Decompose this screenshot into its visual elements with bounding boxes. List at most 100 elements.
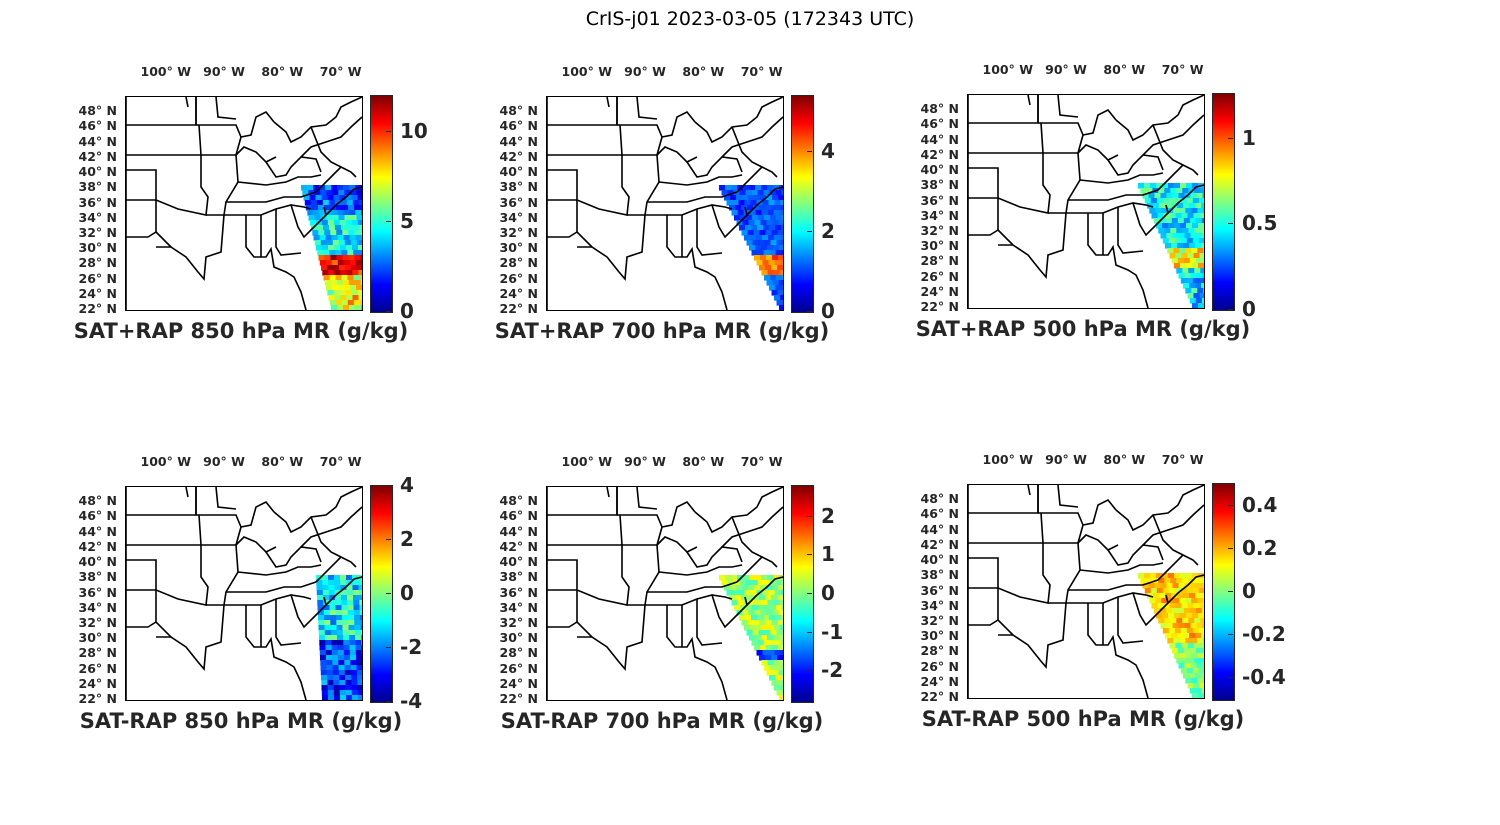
swath-cell <box>1183 258 1191 264</box>
swath-cell <box>774 590 782 596</box>
swath-cell <box>351 685 359 691</box>
swath-cell <box>319 650 327 656</box>
swath-cell <box>1150 198 1158 204</box>
swath-cell <box>1185 638 1192 644</box>
longitude-tick-label: 100° W <box>140 64 192 79</box>
swath-cell <box>1154 583 1162 589</box>
swath-cell <box>323 275 331 281</box>
swath-cell <box>356 660 362 666</box>
latitude-tick-label: 36° N <box>499 194 538 210</box>
swath-cell <box>354 620 361 626</box>
swath-cell <box>755 635 762 641</box>
swath-cell <box>328 270 335 276</box>
swath-cell <box>744 590 752 596</box>
swath-cell <box>347 275 355 281</box>
swath-cell <box>343 185 350 191</box>
swath-cell <box>313 235 321 241</box>
swath-cell <box>765 230 773 236</box>
boundary-line <box>694 487 783 534</box>
swath-cell <box>360 280 362 286</box>
swath-cell <box>1180 588 1188 594</box>
swath-cell <box>1182 658 1189 664</box>
swath-cell <box>773 245 780 251</box>
swath-cell <box>355 635 362 641</box>
swath-cell <box>763 640 771 646</box>
swath-cell <box>770 215 777 221</box>
swath-cell <box>333 685 341 691</box>
longitude-tick-label: 90° W <box>1045 62 1087 77</box>
swath-cell <box>781 285 783 291</box>
swath-cell <box>334 580 341 586</box>
boundary-line <box>126 589 171 638</box>
swath-cell <box>762 625 769 631</box>
latitude-tick-label: 40° N <box>78 164 117 180</box>
swath-cell <box>768 200 776 206</box>
longitude-tick-label: 80° W <box>1103 62 1146 77</box>
swath-cell <box>1183 673 1190 679</box>
swath-cell <box>1192 653 1199 659</box>
swath-cell <box>355 260 362 266</box>
swath-cell <box>354 630 362 636</box>
boundary-line <box>547 97 618 126</box>
boundary-line <box>1068 189 1159 201</box>
swath-cell <box>318 630 326 636</box>
swath-cell <box>767 575 774 581</box>
swath-cell <box>776 215 783 221</box>
swath-cell <box>1153 593 1160 599</box>
swath-cell <box>1194 268 1201 274</box>
latitude-tick-label: 42° N <box>78 538 117 554</box>
map-plot <box>967 94 1205 309</box>
swath-cell <box>1185 248 1192 254</box>
longitude-tick-label: 100° W <box>561 454 613 469</box>
colorbar-tick-label: 2 <box>400 527 414 551</box>
swath-cell <box>781 615 783 621</box>
swath-cell <box>747 205 754 211</box>
swath-cell <box>756 260 764 266</box>
swath-cell <box>1185 598 1192 604</box>
swath-cell <box>778 255 783 261</box>
swath-cell <box>330 625 338 631</box>
swath-cell <box>751 225 758 231</box>
swath-cell <box>781 250 783 256</box>
swath-cell <box>1174 263 1181 269</box>
swath-cell <box>350 655 357 661</box>
swath-cell <box>774 200 782 206</box>
swath-cell <box>1176 658 1183 664</box>
swath-cell <box>1169 603 1177 609</box>
latitude-tick-label: 24° N <box>78 285 117 301</box>
longitude-tick-label: 80° W <box>682 64 725 79</box>
boundary-line <box>666 605 728 700</box>
swath-cell <box>721 580 729 586</box>
colorbar-tick-mark <box>1228 223 1233 225</box>
boundary-line <box>968 485 1039 514</box>
swath-cell <box>1202 273 1204 279</box>
swath-cell <box>331 185 338 191</box>
swath-cell <box>1153 203 1160 209</box>
swath-cell <box>767 600 775 606</box>
colorbar-tick-mark <box>386 485 391 486</box>
swath-cell <box>348 625 356 631</box>
swath-cell <box>763 190 771 196</box>
swath-cell <box>741 620 749 626</box>
swath-cell <box>1203 678 1204 684</box>
swath-cell <box>1155 598 1162 604</box>
boundary-line <box>240 110 275 138</box>
boundary-line <box>997 198 1067 279</box>
latitude-tick-label: 36° N <box>920 582 959 598</box>
swath-cell <box>359 595 362 601</box>
boundary-line <box>300 116 362 158</box>
latitude-tick-label: 32° N <box>920 612 959 628</box>
boundary-line <box>1079 562 1164 574</box>
swath-cell <box>780 295 783 301</box>
colorbar-tick-label: -2 <box>821 658 844 683</box>
swath-cell <box>326 670 334 676</box>
swath-cell <box>342 230 349 236</box>
swath-cell <box>336 230 343 236</box>
swath-cell <box>358 200 362 206</box>
swath-cell <box>321 195 329 201</box>
boundary-line <box>237 564 322 576</box>
swath-cell <box>782 240 783 246</box>
swath-cell <box>1140 188 1147 194</box>
swath-cell <box>759 265 766 271</box>
swath-cell <box>1156 573 1163 579</box>
